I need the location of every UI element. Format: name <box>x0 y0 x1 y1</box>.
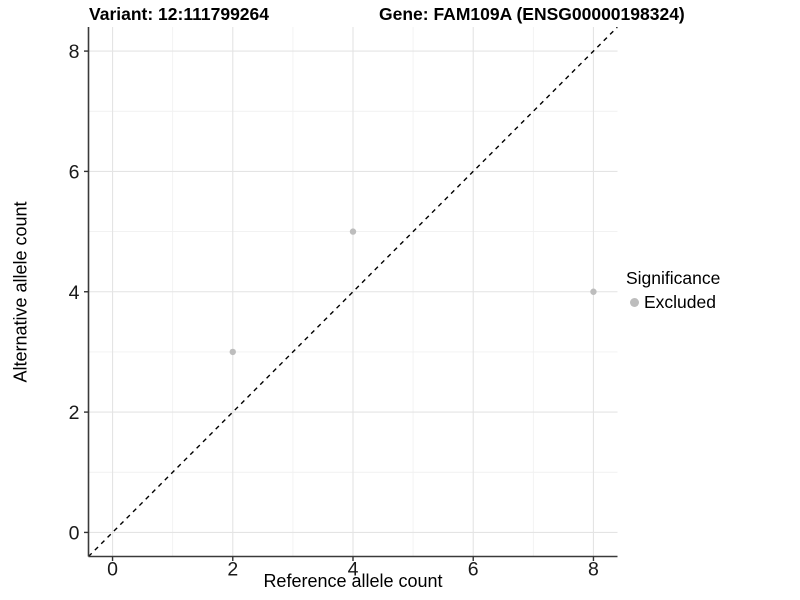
plot-title-gene: Gene: FAM109A (ENSG00000198324) <box>379 4 685 24</box>
axis-ticks: 0 2 4 6 8 0 2 4 6 8 <box>69 41 599 580</box>
y-tick-label: 8 <box>69 41 80 63</box>
legend-entry: Excluded <box>626 292 720 313</box>
x-tick-label: 8 <box>588 559 599 581</box>
plot-title-variant: Variant: 12:111799264 <box>89 4 270 24</box>
x-tick-label: 4 <box>348 559 359 581</box>
major-gridlines <box>88 27 618 557</box>
y-tick-label: 0 <box>69 522 80 544</box>
y-axis-title: Alternative allele count <box>10 201 31 383</box>
data-point <box>590 288 597 295</box>
legend-title: Significance <box>626 268 721 288</box>
data-points <box>229 228 597 356</box>
legend-entry-label: Excluded <box>644 292 716 312</box>
legend: Significance Excluded <box>626 268 720 313</box>
x-tick-label: 0 <box>107 559 118 581</box>
y-tick-label: 4 <box>69 282 80 304</box>
legend-point-swatch <box>630 298 639 307</box>
x-tick-label: 6 <box>468 559 479 581</box>
x-axis-title: Reference allele count <box>263 571 443 591</box>
data-point <box>229 348 236 356</box>
y-tick-label: 6 <box>69 161 80 183</box>
identity-line <box>88 27 618 557</box>
data-point <box>349 228 357 235</box>
y-tick-label: 2 <box>69 402 80 424</box>
x-tick-label: 2 <box>227 559 238 581</box>
